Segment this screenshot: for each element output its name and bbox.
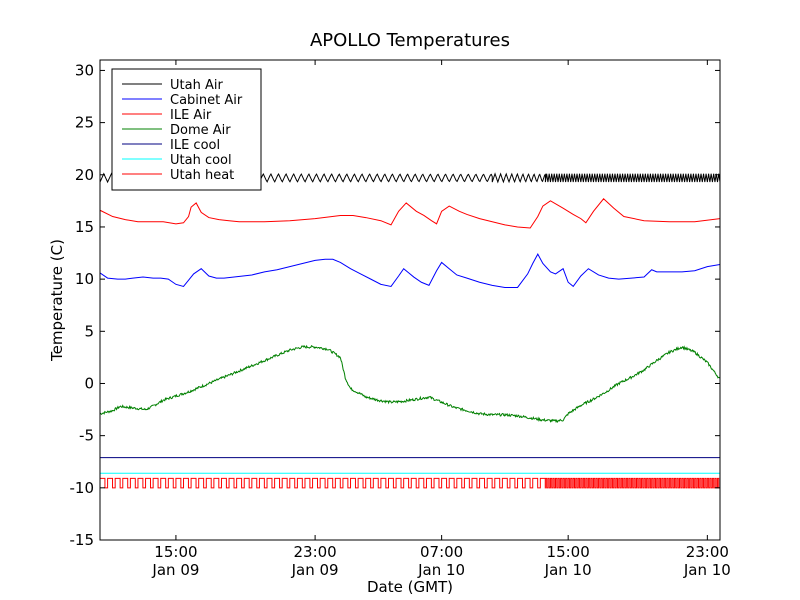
x-tick-label-date: Jan 10: [544, 561, 592, 579]
y-tick-label: 20: [75, 166, 94, 184]
legend-label-utah-air: Utah Air: [170, 78, 223, 93]
series-line-ile-air: [100, 198, 720, 229]
x-tick-label-date: Jan 09: [291, 561, 339, 579]
legend-label-utah-heat: Utah heat: [170, 168, 234, 183]
y-tick-label: 0: [84, 374, 94, 392]
legend-label-dome-air: Dome Air: [170, 123, 231, 138]
legend-label-cabinet-air: Cabinet Air: [170, 93, 243, 108]
series-line-utah-heat: [100, 477, 720, 489]
chart-title: APOLLO Temperatures: [310, 30, 510, 51]
x-axis-label: Date (GMT): [367, 578, 453, 596]
x-tick-label-time: 23:00: [293, 543, 336, 561]
series-layer: [100, 172, 720, 489]
x-tick-label-date: Jan 10: [683, 561, 731, 579]
y-tick-label: -10: [70, 479, 95, 497]
y-tick-label: -5: [79, 427, 94, 445]
y-tick-label: -15: [70, 531, 95, 549]
y-tick-label: 30: [75, 61, 94, 79]
y-tick-label: 10: [75, 270, 94, 288]
x-tick-label-time: 15:00: [547, 543, 590, 561]
series-line-dome-air: [100, 344, 720, 424]
legend-label-ile-cool: ILE cool: [170, 138, 220, 153]
x-tick-label-time: 15:00: [154, 543, 197, 561]
series-line-cabinet-air: [100, 253, 720, 288]
y-tick-label: 5: [84, 322, 94, 340]
legend-label-utah-cool: Utah cool: [170, 153, 232, 168]
y-tick-label: 15: [75, 218, 94, 236]
y-axis-label: Temperature (C): [48, 239, 66, 362]
legend-label-ile-air: ILE Air: [170, 108, 212, 123]
x-tick-label-date: Jan 09: [151, 561, 199, 579]
x-tick-label-time: 23:00: [686, 543, 729, 561]
x-tick-label-date: Jan 10: [417, 561, 465, 579]
series-line-utah-air: [100, 172, 720, 184]
x-tick-label-time: 07:00: [420, 543, 463, 561]
y-tick-label: 25: [75, 114, 94, 132]
axes-frame: [99, 59, 721, 541]
